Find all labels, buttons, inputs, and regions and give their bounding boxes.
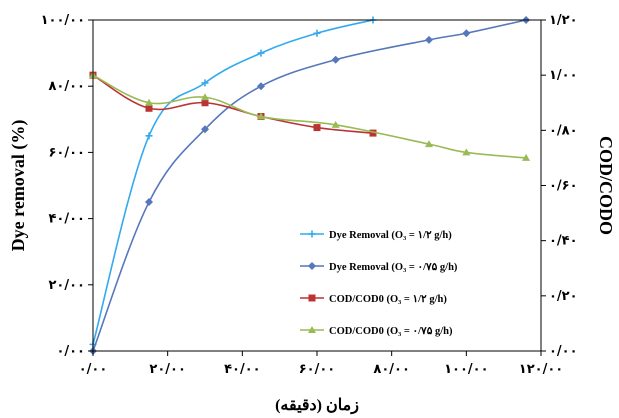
x-tick-label: ۰/۰۰: [79, 362, 108, 377]
series-3-line: [92, 74, 374, 134]
legend-item-2: Dye Removal (O₃ = ۰/۷۵ g/h): [300, 262, 458, 273]
series-2-point: [462, 29, 471, 38]
left-y-tick-label: ۴۰/۰۰: [49, 212, 86, 227]
series-2-point: [145, 198, 153, 207]
legend-swatch-marker: [308, 262, 316, 270]
series-3-point: [201, 99, 209, 107]
series-3-point: [145, 104, 153, 112]
series-4-point: [331, 120, 340, 128]
series-3-point: [369, 129, 377, 137]
right-y-tick-label: ۱/۲۰: [549, 13, 578, 28]
series-4: [89, 71, 531, 161]
series-layer: [89, 16, 531, 355]
right-y-tick-label: ۰/۸۰: [549, 123, 578, 138]
right-y-tick-label: ۰/۶۰: [549, 179, 578, 194]
left-y-tick-label: ۸۰/۰۰: [49, 79, 86, 94]
series-2-point: [425, 35, 433, 44]
series-2-line: [92, 19, 527, 352]
series-2-point: [257, 82, 265, 91]
series-1-point: [257, 49, 265, 57]
x-tick-label: ۲۰/۰۰: [149, 362, 186, 377]
left-y-tick-label: ۲۰/۰۰: [49, 278, 86, 293]
plot-frame: [92, 19, 542, 352]
x-tick-label: ۶۰/۰۰: [299, 362, 336, 377]
series-2-point: [201, 125, 209, 134]
series-4-point: [462, 148, 471, 156]
series-3-point: [313, 124, 321, 132]
series-4-point: [201, 93, 209, 101]
x-tick-label: ۴۰/۰۰: [224, 362, 261, 377]
left-y-tick-label: ۶۰/۰۰: [49, 145, 86, 160]
legend-label: Dye Removal (O₃ = ۰/۷۵ g/h): [329, 262, 458, 273]
right-y-tick-label: ۱/۰۰: [549, 68, 578, 83]
series-2: [89, 16, 531, 355]
right-y-tick-label: ۰/۴۰: [549, 234, 578, 249]
legend-swatch-marker: [308, 326, 316, 333]
left-y-tick-label: ۰/۰۰: [56, 344, 85, 359]
legend-item-1: Dye Removal (O₃ = ۱/۲ g/h): [300, 230, 452, 241]
series-4-point: [425, 140, 433, 148]
left-y-axis-title: Dye removal (%): [8, 120, 29, 252]
x-tick-label: ۱۰۰/۰۰: [444, 362, 488, 377]
axes-layer: ۰/۰۰ ۲۰/۰۰ ۴۰/۰۰ ۶۰/۰۰ ۸۰/۰۰ ۱۰۰/۰۰ ۱۲۰/۰۰ ۰/۰۰…: [41, 13, 578, 377]
x-tick-label: ۱۲۰/۰۰: [519, 362, 563, 377]
series-4-line: [92, 74, 527, 159]
series-1-point: [313, 29, 321, 37]
legend-swatch-marker: [308, 294, 316, 302]
legend-item-4: COD/COD0 (O₃ = ۰/۷۵ g/h): [300, 326, 453, 337]
legend: Dye Removal (O₃ = ۱/۲ g/h) Dye Removal (O…: [300, 230, 458, 337]
legend-label: COD/COD0 (O₃ = ۱/۲ g/h): [329, 294, 447, 305]
x-tick-label: ۸۰/۰۰: [373, 362, 410, 377]
legend-label: COD/COD0 (O₃ = ۰/۷۵ g/h): [329, 326, 453, 337]
series-2-point: [331, 55, 340, 64]
right-y-tick-label: ۰/۰۰: [549, 344, 578, 359]
legend-item-3: COD/COD0 (O₃ = ۱/۲ g/h): [300, 294, 447, 305]
series-1-point: [201, 79, 209, 87]
left-y-tick-label: ۱۰۰/۰۰: [41, 13, 85, 28]
series-4-point: [522, 153, 531, 161]
series-1-point: [145, 132, 153, 140]
legend-swatch-marker: [308, 230, 316, 238]
series-4-point: [257, 112, 265, 120]
right-y-tick-label: ۰/۲۰: [549, 289, 578, 304]
series-4-point: [145, 98, 153, 106]
right-y-axis-title: COD/CODO: [596, 136, 616, 235]
x-axis-title: زمان (دقیقه): [275, 397, 359, 415]
legend-label: Dye Removal (O₃ = ۱/۲ g/h): [329, 230, 452, 241]
